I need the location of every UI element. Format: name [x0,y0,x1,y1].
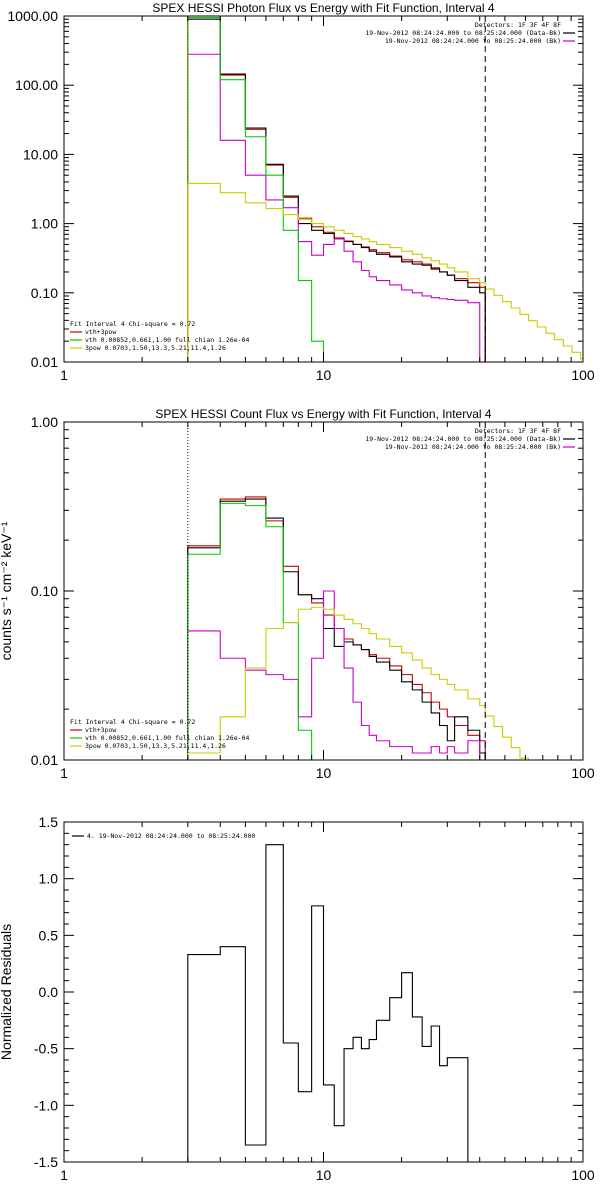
y-tick-label: 0.5 [39,927,59,943]
legend-entry-label: 19-Nov-2012 08:24:24.000 to 08:25:24.000… [365,435,561,443]
series-line-5 [187,606,583,760]
x-tick-label: 1 [60,1167,68,1183]
series-group [187,16,583,362]
legend-entry-label: 3pow 0.0703,1.50,13.3,5.21,11.4,1.26 [85,742,226,750]
series-line-2 [187,498,486,760]
x-tick-label: 10 [316,765,332,781]
legend-entry-label: 3pow 0.0703,1.50,13.3,5.21,11.4,1.26 [85,344,226,352]
x-tick-label: 100 [571,367,595,383]
y-tick-label: 0.01 [31,354,58,370]
y-tick-label: 1.00 [31,216,58,232]
legend-entry-label: vth+3pow [85,328,116,336]
chart-panel-2: SPEX HESSI Count Flux vs Energy with Fit… [0,407,595,781]
y-tick-label: 0.01 [31,752,58,768]
legend-entry-label: vth 0.00852,0.661,1.00 full chian 1.26e-… [85,734,249,742]
y-tick-label: -1.5 [34,1154,58,1170]
plot-frame [63,15,584,363]
series-group [187,844,486,1162]
legend-fit-header: Fit Interval 4 Chi-square = 0.72 [70,320,195,328]
legend-entry-label: 19-Nov-2012 08:24:24.000 to 08:25:24.000… [365,29,561,37]
x-tick-label: 1 [60,765,68,781]
series-line-1 [187,16,486,362]
series-line-4 [187,16,486,362]
y-tick-label: 0.0 [39,984,59,1000]
y-tick-label: -0.5 [34,1041,58,1057]
chart-panel-3: Normalized Residuals 1 10 100 -1.5 -1.0 -0.5 0.… [0,814,595,1183]
series-line-1 [187,844,486,1162]
legend-entry-label: 19-Nov-2012 08:24:24.000 to 08:25:24.000… [385,37,561,45]
y-tick-label: -1.0 [34,1097,58,1113]
series-group [187,496,583,760]
series-line-2 [187,18,486,362]
y-tick-label: 1.5 [39,814,59,830]
x-tick-label: 100 [571,1167,595,1183]
series-line-5 [187,182,583,362]
legend-entry-label: 4. 19-Nov-2012 08:24:24.000 to 08:25:24.… [87,832,255,840]
y-tick-label: 0.10 [31,285,58,301]
legend-entry-label: 19-Nov-2012 08:24:24.000 to 08:25:24.000… [385,443,561,451]
legend-entry-label: vth+3pow [85,726,116,734]
x-tick-label: 10 [316,367,332,383]
y-axis-label: counts s⁻¹ cm⁻² keV⁻¹ [0,521,14,660]
x-tick-label: 100 [571,765,595,781]
y-axis-label: Normalized Residuals [0,924,14,1060]
legend-entry-label: vth 0.00852,0.661,1.00 full chian 1.26e-… [85,336,249,344]
x-tick-label: 10 [316,1167,332,1183]
y-tick-label: 0.10 [31,583,58,599]
series-line-4 [187,502,486,760]
y-tick-label: 10.00 [23,146,58,162]
series-line-3 [187,53,486,362]
y-tick-label: 100.00 [15,77,58,93]
legend-fit-header: Fit Interval 4 Chi-square = 0.72 [70,718,195,726]
y-tick-label: 1.0 [39,871,59,887]
x-tick-label: 1 [60,367,68,383]
chart-title: SPEX HESSI Count Flux vs Energy with Fit… [155,407,491,421]
chart-title: SPEX HESSI Photon Flux vs Energy with Fi… [152,1,494,15]
chart-panel-1: SPEX HESSI Photon Flux vs Energy with Fi… [7,1,595,383]
y-tick-label: 1.00 [31,414,58,430]
legend-detectors: Detectors: 1F 3F 4F 8F [475,427,561,435]
y-tick-label: 1000.00 [7,8,58,24]
series-line-3 [187,590,486,760]
legend-detectors: Detectors: 1F 3F 4F 8F [475,21,561,29]
